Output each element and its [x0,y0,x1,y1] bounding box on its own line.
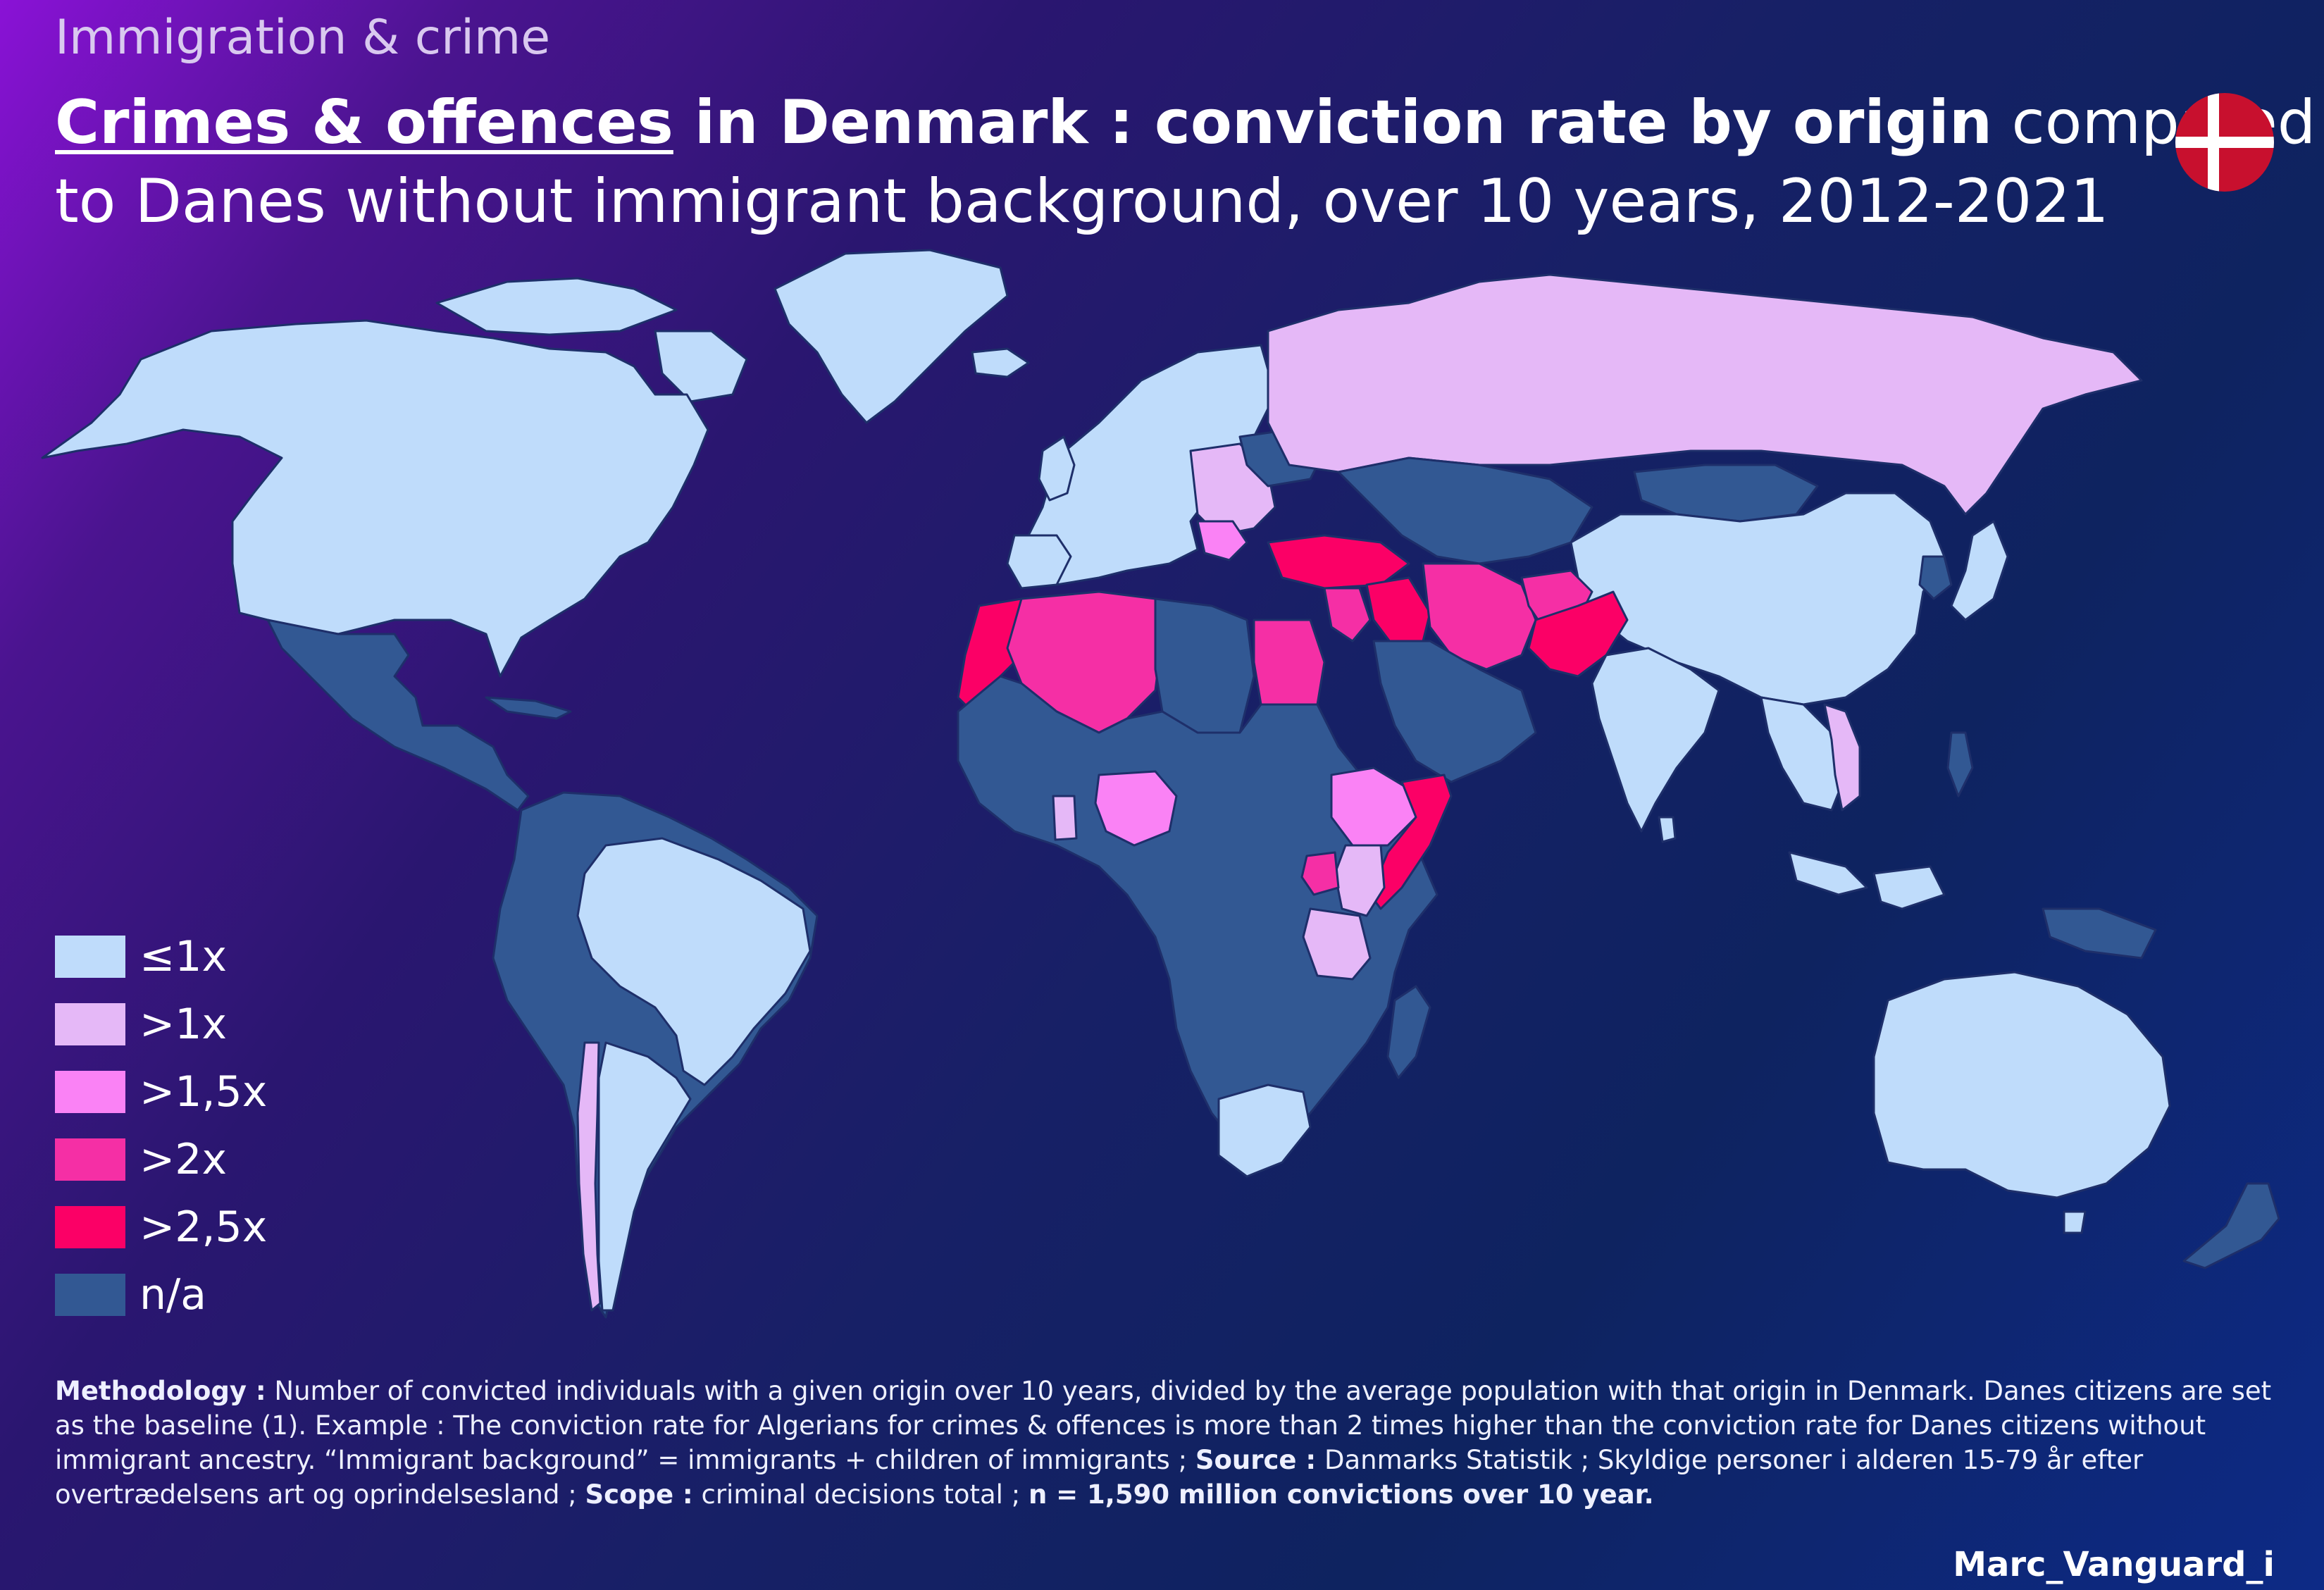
legend-item-na: n/a [55,1270,206,1319]
title-bold: in Denmark : conviction rate by origin [673,87,1993,158]
uk [1038,435,1076,502]
india [1591,647,1720,833]
somalia [1369,774,1453,910]
uganda [1300,851,1340,896]
mexico [266,619,530,812]
argentina [597,1041,692,1312]
world-map [41,249,2280,1319]
legend-item-gt1x: >1x [55,1000,227,1049]
legend-label: >2,5x [139,1203,268,1252]
author-credit: Marc_Vanguard_i [1953,1545,2275,1584]
turkey [1267,534,1410,590]
source-label: Source : [1195,1445,1317,1475]
south-africa [1217,1083,1312,1178]
australia [1872,971,2171,1199]
legend-item-gt2-5x: >2,5x [55,1203,267,1252]
tanzania [1302,907,1372,981]
legend-swatch [55,1274,125,1316]
tasmania [2063,1210,2087,1234]
iraq [1365,576,1431,650]
legend-swatch [55,1003,125,1045]
madagascar [1386,985,1431,1079]
n-statement: n = 1,590 million convictions over 10 ye… [1028,1479,1654,1510]
baffin-island [654,330,748,403]
legend-label: ≤1x [139,932,227,981]
arctic-islands [435,277,678,336]
legend-item-gt1-5x: >1,5x [55,1067,267,1117]
vietnam [1823,703,1861,812]
iberia [1006,534,1072,590]
title-line2: to Danes without immigrant background, o… [55,166,2109,237]
indochina [1760,696,1847,812]
legend-swatch [55,1071,125,1113]
nigeria [1094,770,1178,847]
egypt [1253,619,1326,706]
iceland [971,347,1030,378]
mongolia [1633,464,1819,523]
title-underlined: Crimes & offences [55,87,673,158]
ghana [1052,795,1078,841]
legend-swatch [55,936,125,978]
brazil [576,837,812,1086]
ethiopia [1330,766,1417,847]
kicker-text: Immigration & crime [55,10,551,66]
source-body: Danmarks Statistik ; Skyldige personer i… [55,1445,2144,1510]
legend-swatch [55,1138,125,1181]
cuba [485,696,572,720]
sri-lanka [1658,816,1677,843]
scope-label: Scope : [585,1479,693,1510]
arabia [1372,640,1537,783]
legend-item-le1x: ≤1x [55,932,227,981]
chile [576,1041,602,1312]
methodology-body: Number of convicted individuals with a g… [55,1376,2272,1475]
korea [1918,555,1953,600]
legend-label: n/a [139,1270,207,1319]
greenland [773,249,1009,424]
legend-swatch [55,1206,125,1248]
legend-label: >1,5x [139,1067,268,1117]
indonesia-1 [1788,851,1868,896]
levant [1323,587,1372,642]
philippines [1946,731,1974,797]
iran [1422,562,1537,671]
legend-label: >1x [139,1000,227,1049]
methodology-label: Methodology : [55,1376,266,1406]
balkans [1196,520,1248,561]
russia [1267,273,2143,516]
north-america [41,319,709,678]
page-title: Crimes & offences in Denmark : convictio… [55,83,2316,241]
denmark-flag-icon [2175,93,2274,192]
scope-body: criminal decisions total ; [692,1479,1029,1510]
indonesia-2 [1872,865,1946,910]
legend-item-gt2x: >2x [55,1135,227,1184]
legend-label: >2x [139,1135,227,1184]
libya [1154,597,1255,734]
japan [1950,520,2009,621]
methodology-text: Methodology : Number of convicted indivi… [55,1374,2281,1512]
africa-na [957,675,1438,1164]
central-asia [1337,456,1593,565]
new-zealand [2182,1182,2280,1269]
new-guinea [2042,907,2157,959]
